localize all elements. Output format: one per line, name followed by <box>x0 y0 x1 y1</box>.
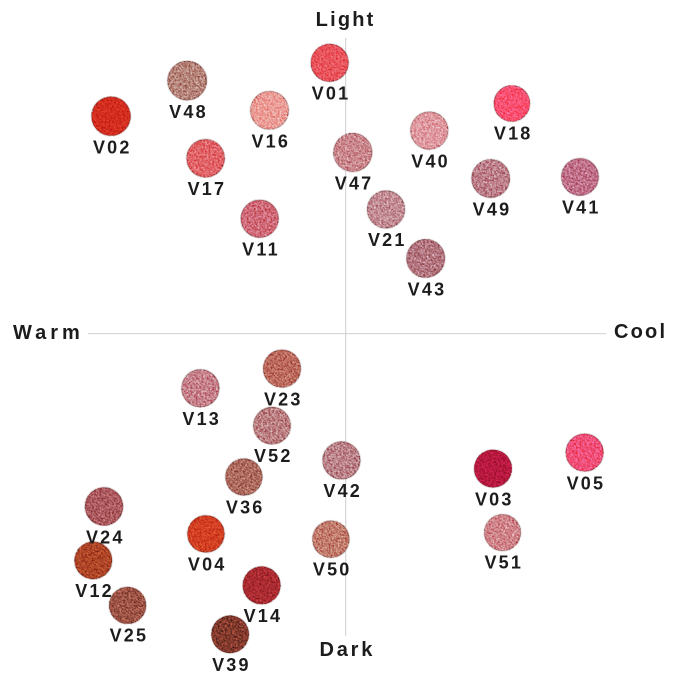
svg-text:V49: V49 <box>473 200 512 220</box>
svg-text:V03: V03 <box>475 489 514 509</box>
svg-text:V47: V47 <box>335 174 374 194</box>
svg-text:V36: V36 <box>226 497 265 517</box>
svg-text:Light: Light <box>316 9 376 31</box>
svg-text:V41: V41 <box>562 197 601 217</box>
svg-text:V13: V13 <box>182 409 221 429</box>
svg-text:Cool: Cool <box>614 321 667 343</box>
svg-text:V01: V01 <box>312 84 351 104</box>
svg-text:V24: V24 <box>86 527 125 547</box>
svg-text:V39: V39 <box>212 655 251 675</box>
svg-text:V11: V11 <box>242 239 280 259</box>
svg-text:V18: V18 <box>494 123 533 143</box>
svg-text:V51: V51 <box>484 553 523 573</box>
svg-text:V05: V05 <box>567 473 606 493</box>
svg-text:V14: V14 <box>244 606 283 626</box>
svg-text:V50: V50 <box>313 560 352 580</box>
svg-text:V52: V52 <box>254 446 293 466</box>
svg-text:V40: V40 <box>411 151 450 171</box>
svg-text:Dark: Dark <box>319 639 375 661</box>
svg-text:V43: V43 <box>408 280 447 300</box>
svg-text:V25: V25 <box>110 626 149 646</box>
svg-text:V16: V16 <box>251 131 290 151</box>
svg-text:V04: V04 <box>188 554 227 574</box>
svg-text:V17: V17 <box>188 179 227 199</box>
svg-text:V21: V21 <box>368 230 407 250</box>
svg-text:V12: V12 <box>75 581 114 601</box>
svg-text:V23: V23 <box>264 389 303 409</box>
svg-text:V48: V48 <box>169 102 208 122</box>
svg-text:Warm: Warm <box>13 322 84 344</box>
svg-text:V02: V02 <box>93 138 132 158</box>
svg-text:V42: V42 <box>323 481 362 501</box>
